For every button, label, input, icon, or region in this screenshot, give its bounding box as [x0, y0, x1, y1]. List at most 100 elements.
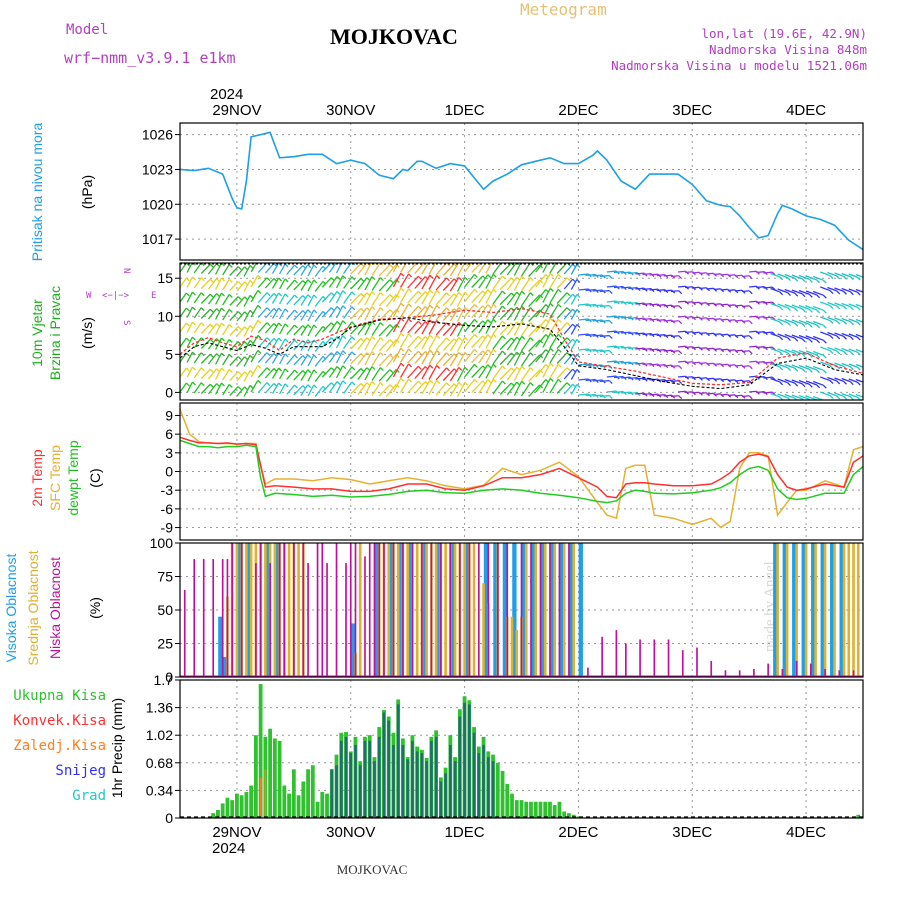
wind-barb-flag	[185, 307, 190, 312]
precip-snow-bar	[458, 716, 462, 818]
wind-barb	[549, 263, 557, 274]
wind-barb	[350, 383, 362, 395]
wind-barb-flag	[808, 383, 813, 388]
wind-barb	[585, 348, 596, 352]
wind-barb	[442, 293, 455, 306]
wind-barb	[307, 369, 315, 382]
precip-rain-bar	[306, 769, 310, 818]
time-label-top-29NOV: 29NOV	[212, 102, 261, 119]
wind-barb	[449, 277, 460, 292]
wind-barb-flag	[446, 382, 450, 387]
wind-barb	[456, 263, 466, 277]
wind-barb	[286, 324, 296, 335]
wind-barb	[635, 317, 645, 320]
wind-barb-flag	[608, 395, 613, 400]
precip-snow-bar	[420, 753, 424, 818]
wind-barb	[663, 289, 672, 292]
cloud-mid-bar	[444, 543, 447, 677]
wind-barb	[229, 326, 239, 336]
precip-rain-bar	[567, 813, 571, 818]
wind-barb	[357, 337, 368, 350]
wind-barb	[556, 337, 568, 349]
wind-barb	[535, 319, 547, 333]
wind-barb	[599, 394, 610, 398]
wind-barb-flag	[228, 278, 233, 283]
wind-barb	[585, 318, 596, 322]
wind-barb	[464, 274, 475, 288]
wind-barb-flag	[576, 369, 581, 373]
wind-barb	[621, 331, 631, 334]
wind-barb	[449, 382, 460, 397]
wind-barb	[763, 271, 773, 274]
wind-barb-flag	[787, 307, 791, 312]
wind-barb	[656, 289, 665, 292]
wind-barb	[685, 301, 693, 304]
wind-barb	[485, 363, 494, 379]
wind-barb	[741, 305, 750, 308]
ytick-label-precip-1.7: 1.7	[154, 672, 174, 688]
precip-rain-bar	[230, 800, 235, 818]
cloud-high-bar	[388, 543, 394, 677]
wind-barb	[407, 380, 419, 394]
wind-barb-flag	[266, 382, 271, 387]
wind-barb	[307, 279, 315, 292]
wind-barb	[350, 293, 362, 305]
wind-barb	[535, 334, 547, 348]
wind-barb	[699, 332, 707, 335]
wind-barb-flag	[501, 275, 506, 280]
wind-barb-flag	[389, 369, 394, 374]
precip-rain-bar	[562, 811, 567, 818]
wind-barb-flag	[237, 266, 242, 271]
wind-barb-flag	[228, 293, 233, 298]
wind-barb	[570, 294, 578, 305]
wind-barb	[328, 366, 338, 378]
wind-barb-flag	[816, 279, 821, 284]
wind-barb	[513, 365, 523, 381]
wind-barb	[656, 334, 665, 337]
wind-barb-flag	[257, 349, 262, 354]
wind-barb	[193, 337, 202, 349]
wind-barb	[229, 371, 239, 381]
wind-barb-flag	[429, 349, 434, 354]
precip-ylabel: 1hr Precip (mm)	[109, 698, 125, 798]
cloud-mid-bar	[273, 543, 277, 677]
wind-barb-flag	[801, 398, 805, 400]
pressure-line	[179, 131, 864, 251]
wind-barb-flag	[816, 324, 821, 329]
wind-barb-flag	[429, 334, 434, 339]
wind-barb-flag	[822, 309, 827, 314]
wind-barb	[820, 346, 831, 352]
wind-barb	[314, 385, 324, 397]
wind-barb	[727, 394, 735, 397]
wind-barb	[720, 393, 728, 396]
wind-barb	[506, 381, 518, 396]
precip-snow-bar	[354, 744, 357, 818]
wind-barb	[734, 319, 743, 322]
cloud-low-bar	[520, 543, 523, 677]
cloud-low-bar	[724, 670, 727, 677]
wind-barb	[734, 379, 743, 382]
wind-barb	[378, 279, 391, 292]
wind-barb-flag	[185, 382, 190, 387]
wind-barb	[214, 382, 223, 395]
wind-barb-flag	[244, 371, 249, 376]
wind-barb-flag	[801, 293, 806, 298]
wind-barb	[841, 332, 851, 338]
precip-rain-bar	[529, 801, 533, 818]
wind-barb	[862, 305, 863, 306]
wind-barb-flag	[266, 352, 271, 357]
wind-barb	[321, 292, 332, 303]
wind-barb	[784, 288, 795, 294]
precip-rain-bar	[211, 813, 216, 818]
wind-barb	[862, 290, 863, 291]
wind-barb	[214, 352, 223, 365]
wind-barb-flag	[836, 305, 841, 310]
wind-barb	[749, 345, 757, 348]
wind-barb-flag	[257, 334, 262, 339]
wind-barb	[421, 289, 431, 305]
wind-barb	[798, 394, 810, 400]
wind-barb	[677, 270, 686, 273]
precip-rain-bar	[220, 803, 225, 818]
